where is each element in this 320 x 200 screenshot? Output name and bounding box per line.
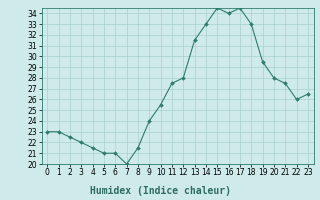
Text: Humidex (Indice chaleur): Humidex (Indice chaleur) <box>90 186 230 196</box>
